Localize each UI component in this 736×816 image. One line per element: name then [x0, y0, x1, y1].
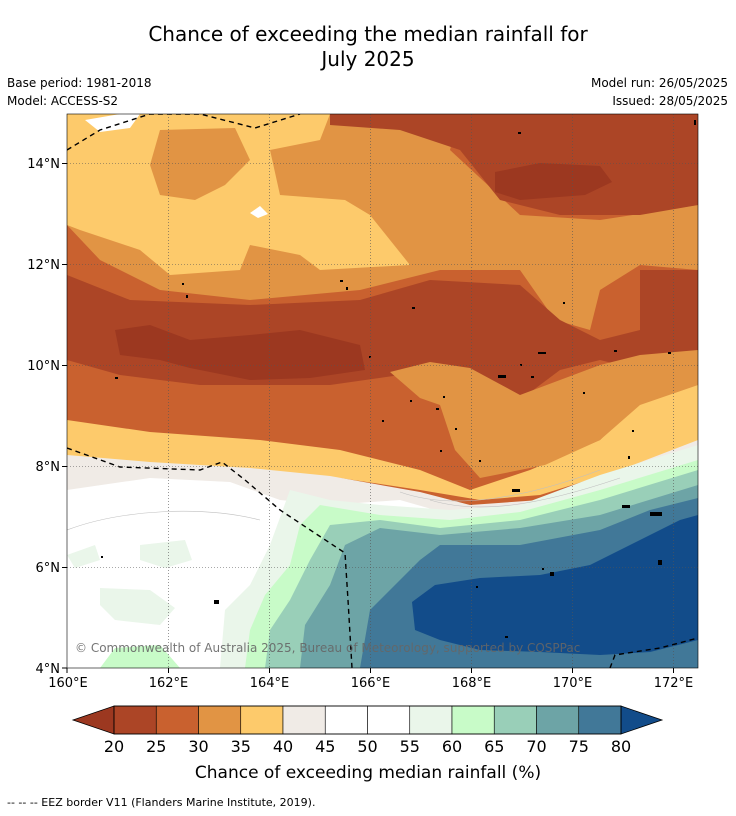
- white-patch-ne: [250, 206, 268, 218]
- region-55-60-patch2: [100, 588, 175, 625]
- colorbar-tick-labels: 20 25 30 35 40 45 50 55 60 65 70 75 80: [104, 737, 631, 756]
- colorbar-cell: [282, 705, 326, 735]
- colorbar-tick: 60: [442, 737, 462, 756]
- region-25-30-north: [330, 114, 698, 215]
- eez-legend-note: -- -- -- EEZ border V11 (Flanders Marine…: [7, 796, 316, 809]
- issued-date: Issued: 28/05/2025: [612, 94, 728, 108]
- colorbar-tick: 30: [188, 737, 208, 756]
- eez-border-lines: [67, 114, 698, 668]
- x-tick-label: 160°E: [48, 676, 88, 691]
- region-55-60-patch1: [140, 540, 192, 568]
- colorbar-cell: [451, 705, 495, 735]
- colorbar-cell: [493, 705, 537, 735]
- colorbar-tick: 45: [315, 737, 335, 756]
- model-run: Model run: 26/05/2025: [590, 76, 728, 90]
- colorbar-cells: [113, 705, 622, 735]
- model-name: Model: ACCESS-S2: [7, 94, 119, 108]
- colorbar-tick: 65: [484, 737, 504, 756]
- map-gridlines: [67, 114, 698, 668]
- colorbar-low-extension: [71, 705, 115, 735]
- colorbar-high-extension: [620, 705, 664, 735]
- y-tick-label: 4°N: [36, 662, 61, 677]
- colorbar-cell: [536, 705, 580, 735]
- y-tick-label: 8°N: [36, 460, 61, 475]
- colorbar-tick: 80: [611, 737, 631, 756]
- region-40-45-south: [67, 380, 698, 500]
- x-tick-label: 166°E: [351, 676, 391, 691]
- x-tick-label: 168°E: [452, 676, 492, 691]
- region-35-40-patch: [150, 128, 250, 200]
- map-frame: [66, 113, 699, 669]
- colorbar: 20 25 30 35 40 45 50 55 60 65 70 75 80 C…: [71, 705, 664, 783]
- colorbar-tick: 35: [231, 737, 251, 756]
- region-20-25-middle: [115, 325, 365, 380]
- title-line-1: Chance of exceeding the median rainfall …: [148, 22, 588, 46]
- rainfall-map-figure: 160°E 162°E 164°E 166°E 168°E 170°E 172°…: [27, 113, 699, 783]
- white-patch-nw: [85, 114, 140, 132]
- y-axis-labels: 4°N 6°N 8°N 10°N 12°N 14°N: [27, 157, 60, 677]
- colorbar-tick: 20: [104, 737, 124, 756]
- meta-left: Base period: 1981-2018 Model: ACCESS-S2: [7, 74, 152, 110]
- y-tick-label: 14°N: [27, 157, 60, 172]
- colorbar-frame: [113, 705, 622, 735]
- region-55-60-patch3: [67, 545, 100, 568]
- colorbar-tick: 40: [273, 737, 293, 756]
- y-tick-label: 6°N: [36, 561, 61, 576]
- axis-tick-marks: [62, 163, 674, 673]
- region-20-25-north: [495, 163, 612, 200]
- region-40-45: [67, 114, 410, 275]
- colorbar-cell: [113, 705, 157, 735]
- colorbar-tick: 70: [526, 737, 546, 756]
- copyright-watermark: © Commonwealth of Australia 2025, Bureau…: [75, 641, 580, 655]
- x-axis-labels: 160°E 162°E 164°E 166°E 168°E 170°E 172°…: [48, 676, 693, 691]
- meta-right: Model run: 26/05/2025 Issued: 28/05/2025: [591, 74, 728, 110]
- colorbar-tick: 55: [400, 737, 420, 756]
- colorbar-cell: [409, 705, 453, 735]
- colorbar-cell: [324, 705, 368, 735]
- colorbar-tick: 50: [357, 737, 377, 756]
- colorbar-label: Chance of exceeding median rainfall (%): [195, 763, 541, 783]
- x-tick-label: 170°E: [553, 676, 593, 691]
- colorbar-cell: [240, 705, 284, 735]
- colorbar-cell: [578, 705, 622, 735]
- islands: [101, 120, 696, 638]
- colorbar-cell: [155, 705, 199, 735]
- x-tick-label: 172°E: [654, 676, 694, 691]
- region-35-40-lower: [390, 350, 698, 478]
- chart-title: Chance of exceeding the median rainfall …: [0, 22, 736, 72]
- contour-lines: [67, 469, 621, 531]
- x-tick-label: 162°E: [149, 676, 189, 691]
- colorbar-tick: 25: [146, 737, 166, 756]
- colorbar-cell: [367, 705, 411, 735]
- y-tick-label: 12°N: [27, 258, 60, 273]
- region-above-80: [412, 515, 698, 655]
- x-tick-label: 164°E: [250, 676, 290, 691]
- map-plot-area: [67, 114, 698, 668]
- colorbar-cell: [198, 705, 242, 735]
- base-period: Base period: 1981-2018: [7, 76, 152, 90]
- colorbar-tick: 75: [569, 737, 589, 756]
- region-60-65-sw: [100, 645, 180, 668]
- title-line-2: July 2025: [321, 47, 415, 71]
- y-tick-label: 10°N: [27, 359, 60, 374]
